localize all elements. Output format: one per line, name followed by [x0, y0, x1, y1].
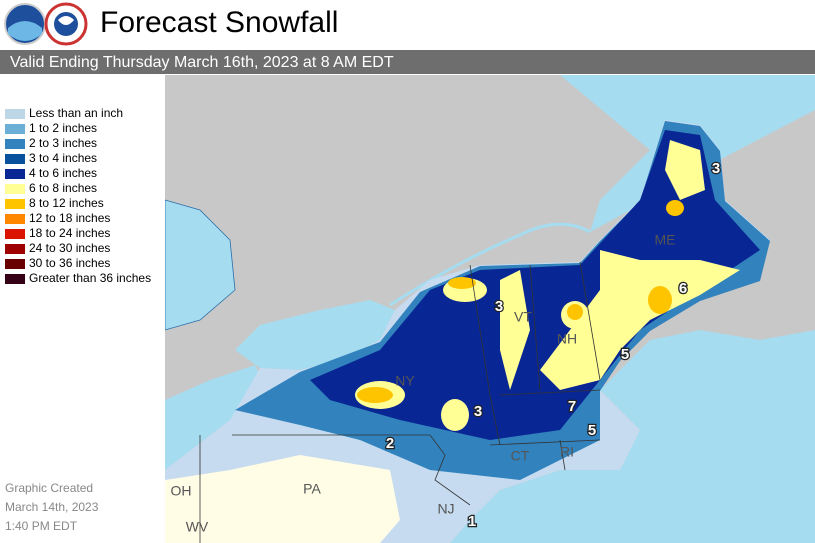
legend-label: 12 to 18 inches — [29, 211, 110, 225]
logos — [4, 2, 88, 46]
legend-label: 1 to 2 inches — [29, 121, 97, 135]
footer: Graphic Created March 14th, 2023 1:40 PM E… — [5, 481, 99, 533]
legend-swatch — [5, 274, 25, 284]
footer-line: March 14th, 2023 — [5, 500, 99, 514]
legend-swatch — [5, 244, 25, 254]
contour-label: 3 — [474, 403, 482, 420]
contour-label: 3 — [495, 298, 503, 315]
legend-swatch — [5, 154, 25, 164]
state-label: VT — [514, 309, 532, 325]
state-label: PA — [303, 481, 321, 497]
map — [165, 75, 815, 543]
contour-label: 6 — [679, 280, 687, 297]
state-label: ME — [655, 232, 676, 248]
legend-label: 4 to 6 inches — [29, 166, 97, 180]
footer-line: Graphic Created — [5, 481, 93, 495]
legend-swatch — [5, 229, 25, 239]
title: Forecast Snowfall — [100, 6, 338, 39]
legend-label: 8 to 12 inches — [29, 196, 104, 210]
contour-label: 1 — [468, 513, 476, 530]
legend-swatch — [5, 199, 25, 209]
footer-line: 1:40 PM EDT — [5, 519, 78, 533]
legend-swatch — [5, 259, 25, 269]
legend-label: 2 to 3 inches — [29, 136, 97, 150]
legend-label: Greater than 36 inches — [29, 271, 151, 285]
state-label: NJ — [437, 501, 454, 517]
legend-swatch — [5, 139, 25, 149]
legend-swatch — [5, 109, 25, 119]
legend-swatch — [5, 184, 25, 194]
state-label: OH — [171, 483, 192, 499]
legend-swatch — [5, 124, 25, 134]
contour-label: 5 — [621, 346, 629, 363]
legend-swatch — [5, 214, 25, 224]
subtitle: Valid Ending Thursday March 16th, 2023 a… — [10, 54, 394, 71]
legend-label: 6 to 8 inches — [29, 181, 97, 195]
legend-label: 30 to 36 inches — [29, 256, 110, 270]
state-label: RI — [560, 444, 574, 460]
legend-label: 24 to 30 inches — [29, 241, 110, 255]
legend-label: Less than an inch — [29, 106, 123, 120]
contour-label: 3 — [712, 160, 720, 177]
legend-label: 3 to 4 inches — [29, 151, 97, 165]
state-label: NH — [557, 331, 577, 347]
state-label: WV — [186, 519, 209, 535]
contour-label: 7 — [568, 398, 576, 415]
state-label: NY — [395, 373, 415, 389]
contour-label: 2 — [386, 435, 394, 452]
state-label: CT — [511, 448, 530, 464]
legend-swatch — [5, 169, 25, 179]
legend-label: 18 to 24 inches — [29, 226, 110, 240]
subtitle-bar — [0, 50, 815, 74]
contour-label: 5 — [588, 422, 596, 439]
